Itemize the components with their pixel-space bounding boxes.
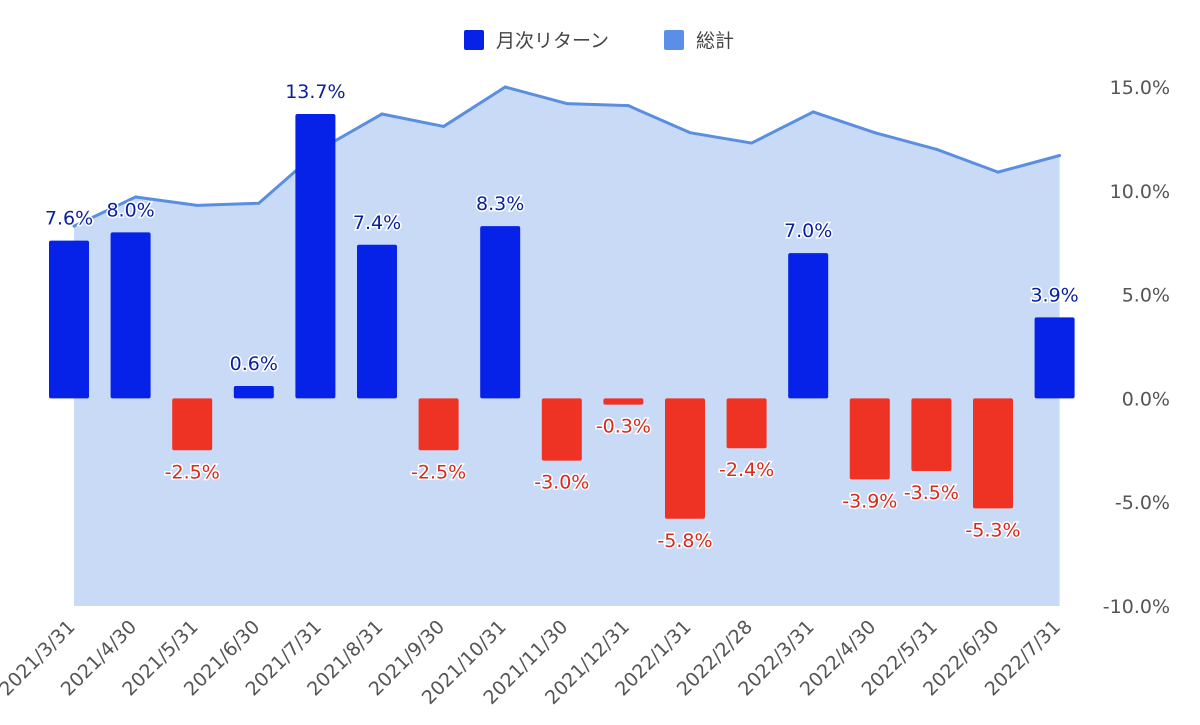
bar-data-label: -2.5% xyxy=(165,461,220,483)
bar-data-label: -2.4% xyxy=(719,459,774,481)
total-point xyxy=(72,224,76,228)
bar-data-label: 7.4% xyxy=(353,212,401,234)
bar[interactable] xyxy=(110,232,151,399)
bar-data-label: 8.3% xyxy=(476,193,524,215)
legend: 月次リターン 総計 xyxy=(0,26,1200,56)
legend-label-total: 総計 xyxy=(696,30,735,52)
bar-data-label: -3.9% xyxy=(842,490,897,512)
bar-layer xyxy=(49,113,1075,519)
bar-data-label: -5.8% xyxy=(657,530,712,552)
x-axis: 2021/3/312021/4/302021/5/312021/6/302021… xyxy=(0,616,1065,709)
bar-data-label: -3.0% xyxy=(534,472,589,494)
bar-data-label: -3.5% xyxy=(904,482,959,504)
total-point xyxy=(565,102,569,106)
legend-label-monthly-return: 月次リターン xyxy=(496,30,610,52)
y-tick-label: -5.0% xyxy=(1115,492,1170,514)
total-point xyxy=(503,85,507,89)
bar[interactable] xyxy=(973,398,1013,509)
bar-data-label: 7.0% xyxy=(784,220,832,242)
bar-data-label: -0.3% xyxy=(596,416,651,438)
total-point xyxy=(873,131,877,135)
total-area-fill xyxy=(74,87,1060,606)
legend-item-total[interactable]: 総計 xyxy=(664,26,734,53)
bar-data-label: 0.6% xyxy=(230,353,278,375)
y-tick-label: 10.0% xyxy=(1110,181,1170,203)
bar[interactable] xyxy=(233,385,274,399)
bar-data-label: -5.3% xyxy=(965,519,1020,541)
total-point xyxy=(688,131,692,135)
bar[interactable] xyxy=(541,398,582,461)
bar-data-label: 3.9% xyxy=(1030,284,1078,306)
bar[interactable] xyxy=(295,113,336,399)
total-point xyxy=(442,124,446,128)
bar[interactable] xyxy=(665,398,705,519)
bar[interactable] xyxy=(603,398,644,405)
bar[interactable] xyxy=(911,398,952,472)
y-tick-label: -10.0% xyxy=(1103,596,1170,618)
bar[interactable] xyxy=(1034,317,1075,399)
y-tick-label: 5.0% xyxy=(1122,285,1170,307)
total-point xyxy=(195,203,199,207)
bar[interactable] xyxy=(788,253,829,399)
total-point xyxy=(257,201,261,205)
bar-data-label: 8.0% xyxy=(106,199,154,221)
bar-data-label: 13.7% xyxy=(285,81,345,103)
data-label-layer: 7.6% 8.0% -2.5% 0.6% 13.7% 7.4% -2.5% 8.3% -3.0%… xyxy=(43,79,1080,553)
bar[interactable] xyxy=(357,244,397,399)
total-point xyxy=(750,141,754,145)
legend-swatch-total xyxy=(664,29,684,50)
bar[interactable] xyxy=(418,398,459,451)
total-point xyxy=(380,112,384,116)
bar[interactable] xyxy=(172,398,213,451)
bar-data-label: -2.5% xyxy=(411,461,466,483)
y-axis: 15.0% 10.0% 5.0% 0.0% -5.0% -10.0% xyxy=(1103,77,1170,618)
total-point xyxy=(934,147,938,151)
total-point xyxy=(134,195,138,199)
total-point xyxy=(996,170,1000,174)
y-tick-label: 0.0% xyxy=(1122,388,1170,410)
y-tick-label: 15.0% xyxy=(1110,77,1170,99)
bar[interactable] xyxy=(849,398,890,480)
total-area-layer xyxy=(72,85,1062,606)
bar[interactable] xyxy=(480,226,521,399)
legend-swatch-monthly-return xyxy=(464,29,484,50)
legend-item-monthly-return[interactable]: 月次リターン xyxy=(464,26,609,53)
total-point xyxy=(626,104,630,108)
total-point xyxy=(1058,154,1062,158)
total-point xyxy=(811,110,815,114)
bar[interactable] xyxy=(49,240,89,399)
bar[interactable] xyxy=(726,398,767,449)
bar-data-label: 7.6% xyxy=(45,208,93,230)
